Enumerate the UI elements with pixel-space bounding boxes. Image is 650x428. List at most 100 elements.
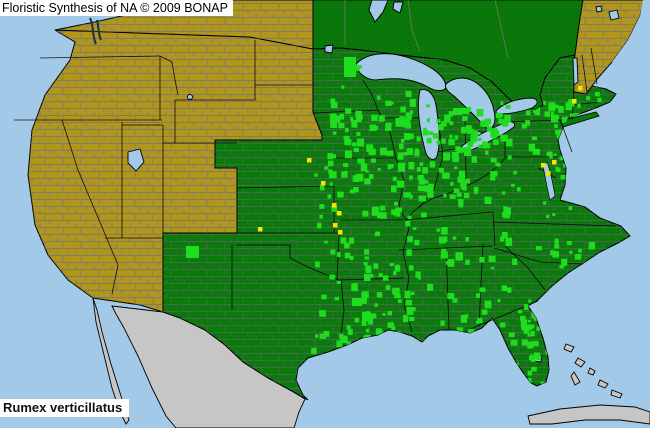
county-present-marker [472, 130, 479, 137]
county-present-marker [560, 175, 567, 180]
county-present-marker [418, 195, 427, 202]
county-present-marker [534, 111, 541, 116]
county-present-marker [524, 304, 529, 310]
county-present-marker [330, 120, 337, 128]
county-present-marker [460, 147, 465, 153]
county-rare-marker [258, 227, 263, 232]
county-present-marker [353, 147, 359, 152]
county-present-marker [394, 293, 401, 299]
county-present-marker [535, 246, 542, 251]
county-present-marker [453, 188, 460, 194]
county-present-marker [523, 327, 530, 334]
county-present-marker [476, 108, 484, 117]
county-present-marker [512, 258, 518, 265]
county-present-marker [527, 319, 531, 323]
county-present-marker [392, 176, 397, 182]
county-present-marker [371, 114, 378, 121]
county-present-marker [500, 134, 508, 142]
county-present-marker [405, 220, 411, 227]
county-present-marker [365, 170, 369, 173]
county-present-marker [340, 237, 347, 244]
county-present-marker [490, 157, 497, 163]
county-present-marker [331, 205, 337, 212]
county-present-marker [411, 307, 416, 311]
county-present-marker [559, 264, 565, 269]
county-present-marker [385, 122, 392, 131]
county-present-marker [408, 133, 414, 140]
county-present-marker [447, 292, 455, 299]
county-rare-marker [572, 99, 577, 104]
county-present-marker [364, 249, 370, 255]
county-present-marker [378, 273, 383, 278]
county-present-marker [354, 66, 361, 72]
county-present-marker [448, 138, 455, 146]
county-present-marker [503, 207, 511, 215]
county-present-marker [350, 117, 354, 121]
county-present-marker [458, 198, 464, 206]
county-present-marker [403, 192, 411, 198]
county-present-marker [536, 355, 541, 360]
county-present-marker [569, 250, 573, 254]
county-present-marker [495, 162, 501, 167]
map-attribution-title: Floristic Synthesis of NA © 2009 BONAP [0, 0, 233, 16]
county-present-marker [479, 257, 485, 263]
county-present-marker [529, 355, 534, 360]
county-rare-marker [338, 230, 343, 235]
county-present-marker [389, 101, 394, 105]
bahamas-islands [563, 343, 623, 399]
county-present-marker [319, 184, 325, 191]
county-present-marker [492, 133, 497, 139]
county-present-marker [380, 205, 386, 211]
county-present-marker [341, 85, 345, 89]
county-present-marker [501, 119, 506, 125]
county-rare-marker [552, 160, 557, 165]
county-present-marker [505, 237, 512, 246]
county-present-marker [355, 110, 362, 117]
county-present-marker [484, 118, 492, 125]
county-present-marker [364, 178, 371, 185]
county-present-marker [568, 206, 573, 210]
county-present-marker [501, 285, 507, 292]
county-present-marker [457, 176, 465, 183]
county-present-marker [414, 150, 420, 157]
county-present-marker [530, 324, 535, 329]
county-present-marker [440, 251, 448, 259]
county-present-marker [465, 125, 472, 132]
county-present-marker [525, 120, 531, 126]
county-present-marker [401, 138, 405, 143]
county-present-marker [416, 167, 421, 172]
county-present-marker [520, 319, 527, 328]
county-present-marker [426, 104, 430, 108]
county-present-marker [406, 148, 414, 156]
county-present-patch [453, 108, 462, 115]
county-present-marker [536, 326, 541, 331]
county-present-marker [405, 123, 412, 129]
county-rare-marker [332, 203, 337, 208]
county-present-marker [497, 299, 501, 303]
county-present-marker [365, 265, 372, 273]
county-present-marker [495, 112, 502, 119]
county-present-marker [324, 166, 329, 170]
county-present-marker [501, 191, 506, 195]
county-present-marker [452, 236, 457, 240]
county-present-marker [454, 135, 459, 140]
county-present-marker [347, 329, 353, 335]
no-data-landmass [92, 297, 650, 428]
county-present-marker [490, 175, 496, 181]
county-present-marker [432, 133, 439, 139]
county-present-marker [364, 256, 370, 260]
county-present-marker [554, 244, 560, 249]
county-present-marker [427, 283, 434, 291]
county-present-marker [442, 236, 448, 243]
lakes [127, 0, 620, 363]
county-present-marker [344, 242, 350, 249]
county-present-marker [556, 134, 562, 139]
county-present-marker [409, 194, 413, 199]
county-present-marker [343, 171, 348, 175]
county-present-marker [419, 175, 424, 179]
county-present-marker [336, 340, 343, 348]
county-present-marker [403, 151, 408, 156]
county-present-marker [357, 158, 365, 164]
county-present-marker [351, 283, 358, 292]
county-present-marker [349, 237, 355, 244]
